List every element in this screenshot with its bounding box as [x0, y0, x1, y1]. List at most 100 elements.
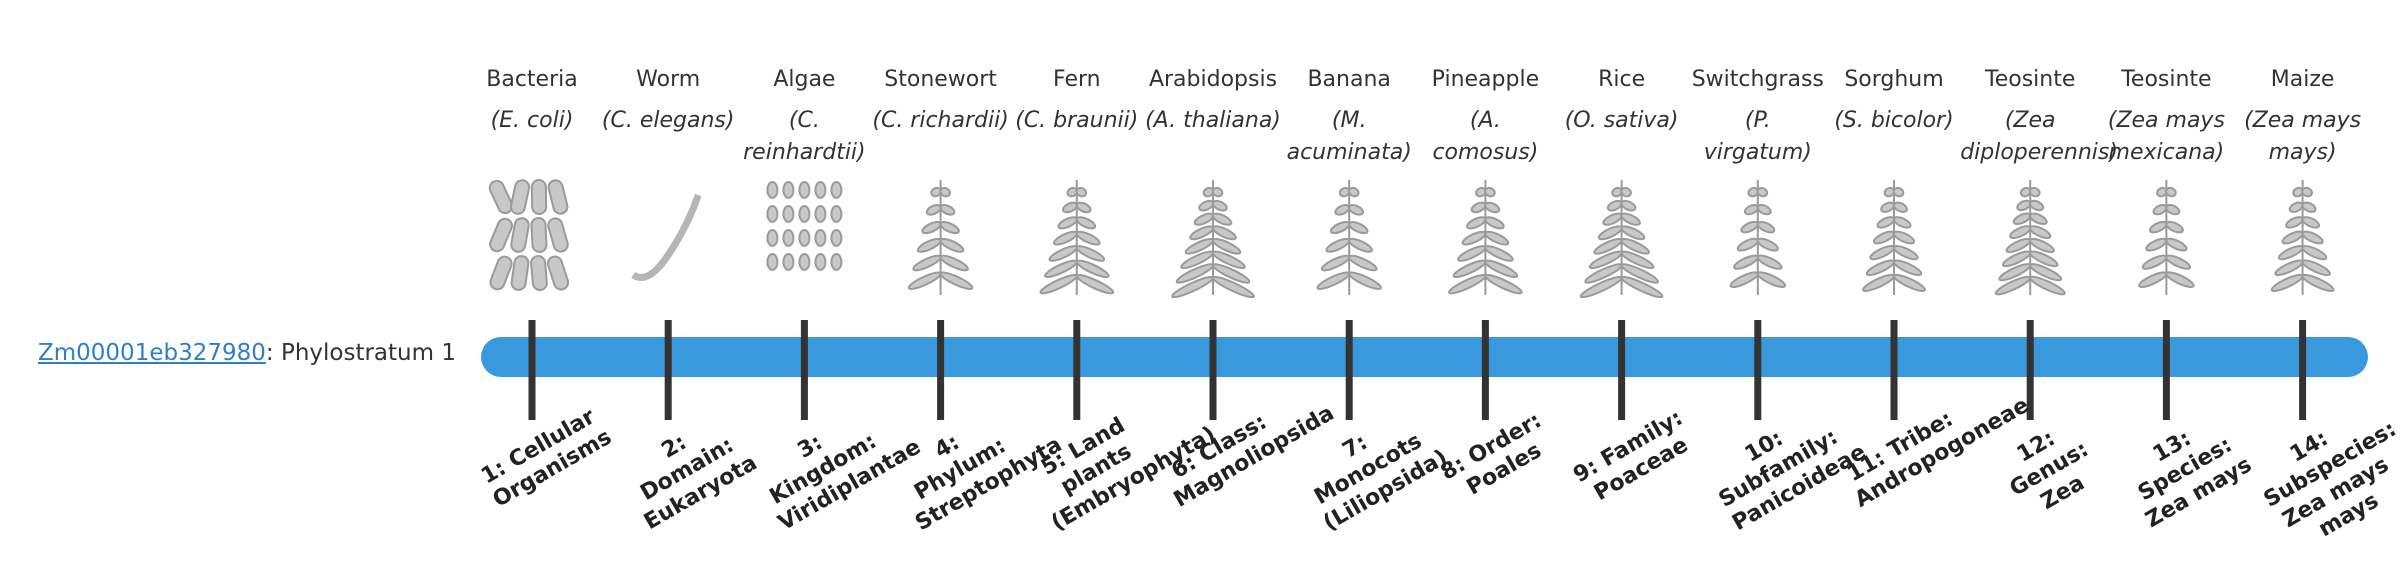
leaf — [2028, 186, 2041, 198]
leaf — [2165, 186, 2177, 198]
organism-icon — [631, 193, 702, 281]
leaf — [916, 237, 942, 253]
leaf — [1211, 263, 1251, 284]
organism-icon — [1316, 180, 1383, 295]
leaf — [1892, 245, 1919, 261]
alga — [782, 181, 795, 199]
leaf — [1892, 186, 1905, 198]
leaf — [1620, 238, 1650, 255]
alga — [830, 205, 843, 223]
leaf — [1892, 259, 1923, 277]
organism-icon — [1039, 180, 1115, 295]
organism-name: Stonewort — [884, 67, 997, 92]
alga — [830, 253, 843, 271]
alga — [798, 253, 811, 271]
leaf — [939, 186, 951, 198]
cell — [510, 255, 530, 291]
leaf — [1348, 237, 1373, 253]
cell — [530, 179, 548, 215]
leaf — [2301, 230, 2324, 245]
species-name: (E. coli) — [490, 108, 574, 133]
leaf — [1729, 271, 1759, 288]
leaf — [1325, 237, 1351, 253]
leaf — [1211, 186, 1224, 198]
worm — [631, 193, 702, 281]
species-name: (S. bicolor) — [1834, 108, 1954, 133]
species-name: (O. sativa) — [1564, 108, 1679, 133]
cell — [530, 217, 548, 253]
organism-icon — [766, 181, 843, 271]
organism-name: Rice — [1598, 67, 1646, 92]
leaf — [1756, 186, 1769, 198]
leaf — [2285, 216, 2304, 229]
leaf — [1620, 225, 1646, 241]
leaf — [2301, 259, 2331, 277]
leaf — [1620, 186, 1632, 198]
alga — [766, 205, 779, 223]
leaf — [939, 220, 960, 235]
leaf — [2029, 225, 2052, 240]
alga — [830, 229, 843, 247]
organism-icon — [1171, 180, 1255, 299]
organism-icon — [2138, 180, 2195, 295]
leaf — [1075, 259, 1110, 279]
organism-icon — [1579, 180, 1664, 299]
alga — [766, 181, 779, 199]
leaf — [1484, 259, 1519, 279]
organism-name: Sorghum — [1844, 67, 1944, 92]
leaf — [2029, 275, 2066, 296]
alga — [798, 205, 811, 223]
organism-icon — [488, 179, 570, 291]
leaf — [1075, 216, 1097, 230]
leaf — [1211, 225, 1237, 241]
organism-name: Teosinte — [1985, 67, 2076, 92]
leaf — [921, 220, 942, 235]
leaf — [1756, 237, 1779, 252]
leaf — [1876, 216, 1896, 229]
leaf — [1461, 230, 1487, 246]
species-name: (M. acuminata) — [1286, 108, 1412, 165]
cell — [489, 255, 513, 291]
organism-icon — [907, 180, 974, 295]
leaf — [1466, 216, 1487, 230]
leaf — [2165, 237, 2188, 252]
alga — [814, 181, 827, 199]
gene-link[interactable]: Zm00001eb327980 — [38, 340, 266, 366]
leaf — [1892, 201, 1908, 213]
organism-name: Switchgrass — [1691, 67, 1824, 92]
organism-name: Worm — [636, 67, 701, 92]
leaf — [1193, 212, 1215, 226]
species-name: (Zea mays mexicana) — [2107, 108, 2225, 165]
leaf — [1620, 250, 1655, 270]
leaf — [1484, 273, 1523, 295]
alga — [782, 205, 795, 223]
alga — [814, 205, 827, 223]
leaf — [1620, 199, 1637, 212]
leaf — [1075, 186, 1088, 198]
leaf — [1484, 186, 1496, 198]
leaf — [1316, 271, 1351, 290]
leaf — [939, 204, 956, 216]
organism-icon — [2270, 180, 2335, 295]
leaf — [1872, 230, 1896, 245]
species-name: (Zea mays mays) — [2244, 108, 2362, 165]
leaf — [912, 254, 942, 272]
leaf — [1320, 254, 1351, 272]
species-name: (A. thaliana) — [1145, 108, 1281, 133]
cell — [530, 255, 548, 291]
leaf — [1057, 216, 1078, 230]
leaf — [1892, 216, 1912, 229]
leaf — [1484, 201, 1501, 214]
leaf — [2029, 237, 2055, 254]
leaf — [1756, 271, 1787, 288]
leaf — [2145, 237, 2168, 252]
alga — [766, 229, 779, 247]
leaf — [1211, 199, 1228, 212]
leaf — [1869, 245, 1896, 261]
cell — [547, 217, 569, 253]
leaf — [1892, 230, 1916, 245]
species-name: (C. reinhardtii) — [743, 108, 866, 165]
cell — [547, 179, 569, 215]
leaf — [2165, 220, 2184, 234]
